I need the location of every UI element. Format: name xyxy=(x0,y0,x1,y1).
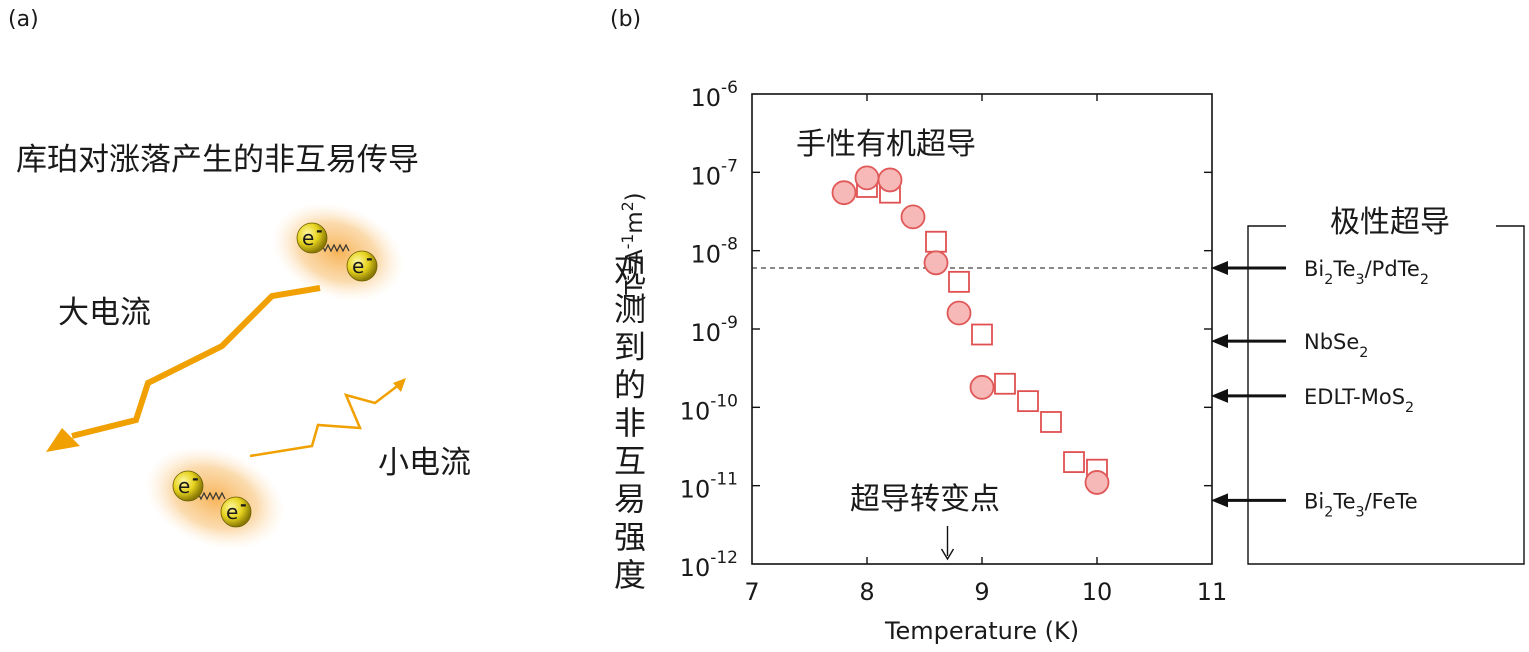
data-marks xyxy=(831,165,1110,495)
data-point-square xyxy=(1040,411,1062,433)
nbse2-label: NbSe2 xyxy=(1304,330,1368,361)
electron-label: e xyxy=(302,226,314,250)
large-current-path xyxy=(71,285,321,439)
data-point-square xyxy=(948,270,970,293)
data-point-circle xyxy=(1084,470,1110,495)
y-tick-label: 10-8 xyxy=(691,235,739,269)
bi2te3-fete-label: Bi2Te3/FeTe xyxy=(1304,489,1418,520)
electron-icon xyxy=(220,496,252,528)
electron-icon xyxy=(346,250,378,282)
data-point-circle xyxy=(831,180,857,206)
y-axis-label-char: 的 xyxy=(614,366,646,404)
data-point-square xyxy=(994,372,1016,395)
y-axis-label-char: 测 xyxy=(614,290,646,328)
edlt-mos2-arrowhead xyxy=(1211,388,1228,403)
edlt-mos2-label: EDLT-MoS2 xyxy=(1304,385,1414,416)
electron-label: e xyxy=(178,474,190,498)
polar-title: 极性超导 xyxy=(1330,205,1450,240)
y-axis-label-char: 观 xyxy=(614,252,646,290)
panel-a-title: 库珀对涨落产生的非互易传导 xyxy=(16,142,419,178)
nbse2-arrowhead xyxy=(1211,334,1228,349)
y-axis-unit-label: (T-1A-1m2) xyxy=(618,192,649,303)
x-tick-label: 11 xyxy=(1197,578,1228,606)
cooper-pair-glow-bottom xyxy=(145,446,285,550)
data-point-circle xyxy=(969,374,995,400)
small-current-path xyxy=(249,383,401,458)
x-tick-label: 8 xyxy=(859,578,874,606)
data-point-circle xyxy=(946,300,972,326)
x-axis-label: Temperature (K) xyxy=(884,617,1079,645)
cooper-pair-glow-top xyxy=(272,202,404,302)
small-current-label: 小电流 xyxy=(378,445,471,481)
data-point-circle xyxy=(923,250,949,276)
y-tick-label: 10-6 xyxy=(691,78,739,112)
data-point-circle xyxy=(900,204,926,230)
x-tick-label: 9 xyxy=(974,578,989,606)
large-current-label: 大电流 xyxy=(58,295,151,331)
electron-icon xyxy=(296,222,328,254)
y-axis-label-char: 易 xyxy=(614,480,646,518)
data-point-square xyxy=(1063,451,1085,473)
annotation-transition: 超导转变点 xyxy=(850,482,1000,517)
transition-arrowhead xyxy=(940,548,955,561)
large-current-arrowhead xyxy=(46,428,80,452)
panel-a-label: (a) xyxy=(8,7,39,32)
data-point-circle xyxy=(877,167,903,193)
cooper-pair-bottom: e - e - xyxy=(172,469,252,528)
cooper-pair-top: e - e - xyxy=(296,221,378,282)
data-point-square xyxy=(971,323,993,346)
y-tick-label: 10-7 xyxy=(691,156,739,190)
y-axis: 10-12 10-11 10-10 10-9 10-8 10-7 10-6 xyxy=(680,78,1212,582)
y-axis-label-char: 强 xyxy=(614,518,646,556)
electron-charge: - xyxy=(316,221,323,240)
bi2te3-fete-arrowhead xyxy=(1211,493,1228,508)
y-axis-label-char: 度 xyxy=(614,556,646,594)
x-tick-label: 10 xyxy=(1082,578,1113,606)
y-tick-label: 10-10 xyxy=(680,391,738,425)
bi2te3-pdte2-arrowhead xyxy=(1211,261,1228,276)
electron-charge: - xyxy=(192,469,199,488)
polar-markers: Bi2Te3/PdTe2 NbSe2 EDLT-MoS2 Bi2Te3/FeTe xyxy=(1211,257,1429,520)
small-current-arrowhead xyxy=(393,378,406,392)
electron-label: e xyxy=(226,500,238,524)
polar-bracket xyxy=(1247,225,1525,565)
data-point-square xyxy=(925,230,947,253)
electron-label: e xyxy=(352,254,364,278)
electron-icon xyxy=(172,470,204,502)
y-axis-label-char: 非 xyxy=(614,404,646,442)
electron-charge: - xyxy=(366,249,373,268)
panel-b: (b) 7 8 9 10 11 10-1210-1110-1010-910-810-71… xyxy=(610,7,1525,645)
x-tick-label: 7 xyxy=(744,578,759,606)
bi2te3-pdte2-label: Bi2Te3/PdTe2 xyxy=(1304,257,1429,288)
y-tick-label: 10-12 xyxy=(680,548,738,582)
x-axis: 7 8 9 10 11 xyxy=(744,94,1227,606)
electron-charge: - xyxy=(240,495,247,514)
panel-a: (a) 库珀对涨落产生的非互易传导 大电流 小电流 e - e - e xyxy=(8,7,471,550)
y-axis-label-char: 互 xyxy=(614,442,646,480)
data-point-circle xyxy=(854,165,880,191)
y-tick-label: 10-9 xyxy=(691,313,739,347)
panel-b-label: (b) xyxy=(610,7,641,32)
y-axis-label-char: 到 xyxy=(614,328,646,366)
annotation-chiral-organic: 手性有机超导 xyxy=(796,127,976,162)
data-point-square xyxy=(1017,390,1039,413)
y-tick-label: 10-11 xyxy=(680,470,738,504)
